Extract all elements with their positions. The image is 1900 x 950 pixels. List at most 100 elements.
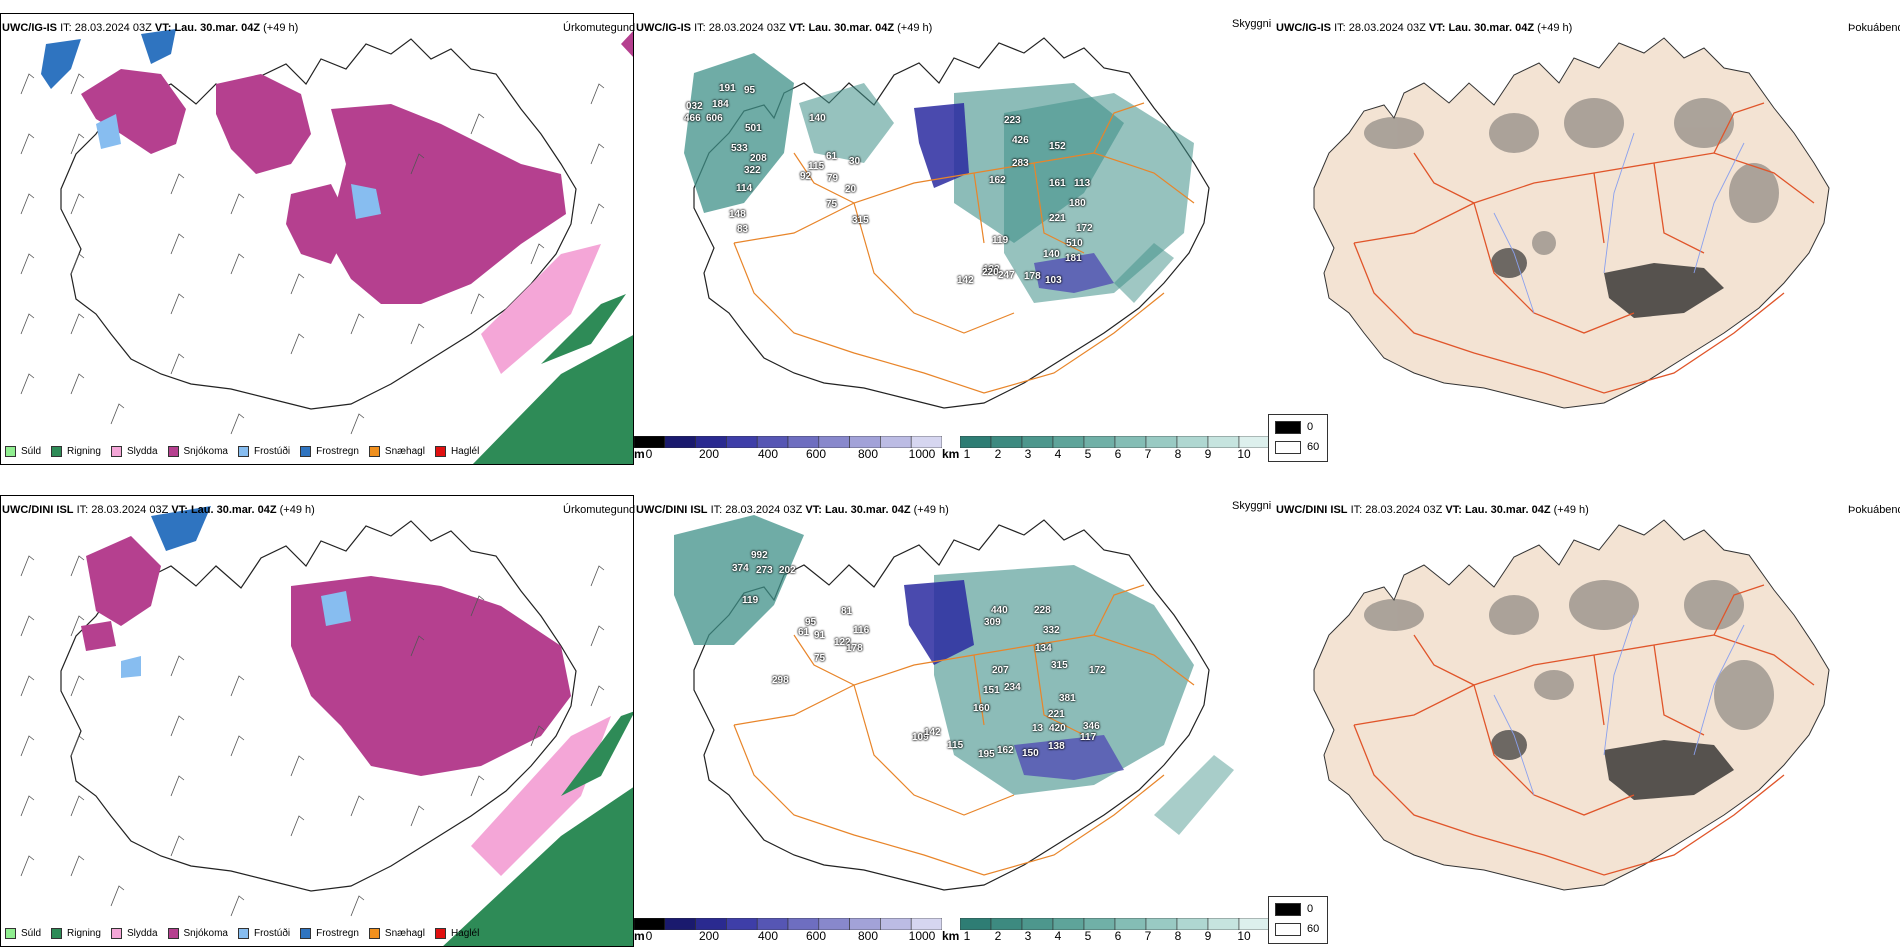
colorbar-segment [910, 436, 942, 448]
it-value: 28.03.2024 03Z [708, 22, 786, 34]
model-name: UWC/DINI ISL [1276, 504, 1348, 516]
it-label: IT: [60, 22, 72, 34]
legend-item: Frostúði [237, 445, 290, 457]
cloud-base-label: 322 [744, 165, 761, 176]
snow-area-ne [331, 104, 566, 304]
precip-legend-top: Súld Rigning Slydda Snjókoma Frostúði Fr… [5, 443, 489, 459]
visibility-tick: 6 [1114, 447, 1122, 461]
legend-item: Frostúði [237, 927, 290, 939]
legend-swatch [368, 445, 380, 457]
cloud-base-label: 140 [809, 113, 826, 124]
visibility-tick: 8 [1174, 447, 1182, 461]
cloudbase-tick: 800 [857, 929, 879, 943]
colorbar-segment [1207, 436, 1240, 448]
visibility-tick: 6 [1114, 929, 1122, 943]
colorbar-segment [910, 918, 942, 930]
visibility-unit: km [942, 929, 960, 943]
cloudbase-colorbar-bottom: m 0 200 400 600 800 1000 [634, 918, 942, 948]
fog-map-top [1313, 37, 1830, 409]
visibility-tick: 4 [1054, 929, 1062, 943]
visibility-area-n [799, 83, 894, 163]
cloud-base-label: 992 [751, 550, 768, 561]
visibility-bar-svg [960, 436, 1270, 448]
frz-area-1 [321, 591, 351, 626]
cloud-base-label: 420 [1049, 723, 1066, 734]
it-value: 28.03.2024 03Z [1365, 504, 1443, 516]
iceland-land [1313, 519, 1830, 891]
visibility-tick: 1 [963, 447, 971, 461]
cloud-base-label: 298 [772, 675, 789, 686]
visibility-tick: 1 [963, 929, 971, 943]
cloudbase-tick: 1000 [908, 929, 936, 943]
cloudbase-unit: m [634, 929, 645, 943]
fog-label-high: 0 [1307, 421, 1314, 433]
cloud-base-label: 191 [719, 83, 736, 94]
visibility-area-ne [934, 565, 1194, 795]
panel-title-cloud-top: Skyggni [1232, 18, 1272, 30]
visibility-tick: 4 [1054, 447, 1062, 461]
cloud-base-label: 113 [1074, 178, 1091, 189]
cloud-base-label: 13 [1032, 723, 1044, 734]
legend-label: Slydda [126, 927, 158, 939]
rain-area-se [472, 335, 633, 464]
rain-area-se [443, 787, 633, 946]
cloudbase-tick: 400 [757, 929, 779, 943]
fog-legend-top: 0 60 [1268, 414, 1328, 462]
vt-label: VT: [1428, 22, 1446, 34]
legend-swatch [110, 927, 122, 939]
cloud-base-label: 109 [912, 732, 929, 743]
visibility-tick: 10 [1237, 447, 1251, 461]
header-fog-bottom: UWC/DINI ISL IT: 28.03.2024 03Z VT: Lau.… [1276, 504, 1589, 516]
vt-label: VT: [805, 504, 822, 516]
visibility-bar-svg [960, 918, 1270, 930]
legend-item: Frostregn [300, 927, 359, 939]
snow-area-nw [81, 69, 186, 154]
vt-label: VT: [171, 504, 188, 516]
cloudbase-bar-svg [634, 918, 942, 930]
cloud-base-label: 162 [997, 745, 1014, 756]
legend-swatch [300, 445, 312, 457]
cloudbase-unit: m [634, 447, 645, 461]
cloud-base-label: 381 [1059, 693, 1076, 704]
snow-ne-corner [621, 31, 633, 57]
cloud-base-label: 151 [983, 685, 1000, 696]
cloud-base-label: 162 [989, 175, 1006, 186]
cloud-base-label: 234 [1004, 682, 1021, 693]
legend-label: Snjókoma [183, 445, 228, 457]
cloud-base-label: 180 [1069, 198, 1086, 209]
cloudbase-bar-svg [634, 436, 942, 448]
precip-panel-top: Súld Rigning Slydda Snjókoma Frostúði Fr… [0, 13, 634, 465]
legend-item: Snæhagl [368, 445, 425, 457]
fog-legend-bottom: 0 60 [1268, 896, 1328, 944]
iceland-outline [60, 520, 577, 892]
rivers [1493, 132, 1745, 314]
cloud-base-label: 032 [686, 101, 703, 112]
wind-barbs [20, 555, 605, 917]
cloud-base-label: 83 [737, 224, 749, 235]
legend-swatch [300, 927, 312, 939]
visibility-tick: 3 [1024, 447, 1032, 461]
precip-map-top [20, 29, 633, 464]
cloud-base-label: 533 [731, 143, 748, 154]
visibility-band-se [1154, 755, 1234, 835]
cloud-base-label: 220 [982, 267, 999, 278]
lead-time: (+49 h) [263, 22, 299, 34]
cloudbase-tick: 200 [698, 929, 720, 943]
cloudbase-area-ne [914, 103, 969, 188]
frz-area-2 [351, 184, 381, 219]
fog-label-low: 60 [1307, 441, 1320, 453]
it-label: IT: [76, 504, 89, 516]
cloud-base-label: 161 [1049, 178, 1066, 189]
cloud-base-label: 150 [1022, 748, 1039, 759]
visibility-tick: 9 [1204, 929, 1212, 943]
cloud-base-label: 309 [984, 617, 1001, 628]
legend-label: Súld [21, 445, 42, 457]
legend-label: Frostregn [316, 927, 359, 939]
visibility-tick: 2 [994, 929, 1002, 943]
cloud-base-label: 181 [1065, 253, 1082, 264]
cloud-base-label: 103 [1045, 275, 1062, 286]
road-network [733, 584, 1195, 876]
cloud-base-label: 501 [745, 123, 762, 134]
header-precip-top: UWC/IG-IS IT: 28.03.2024 03Z VT: Lau. 30… [2, 22, 298, 34]
legend-swatch [237, 445, 249, 457]
